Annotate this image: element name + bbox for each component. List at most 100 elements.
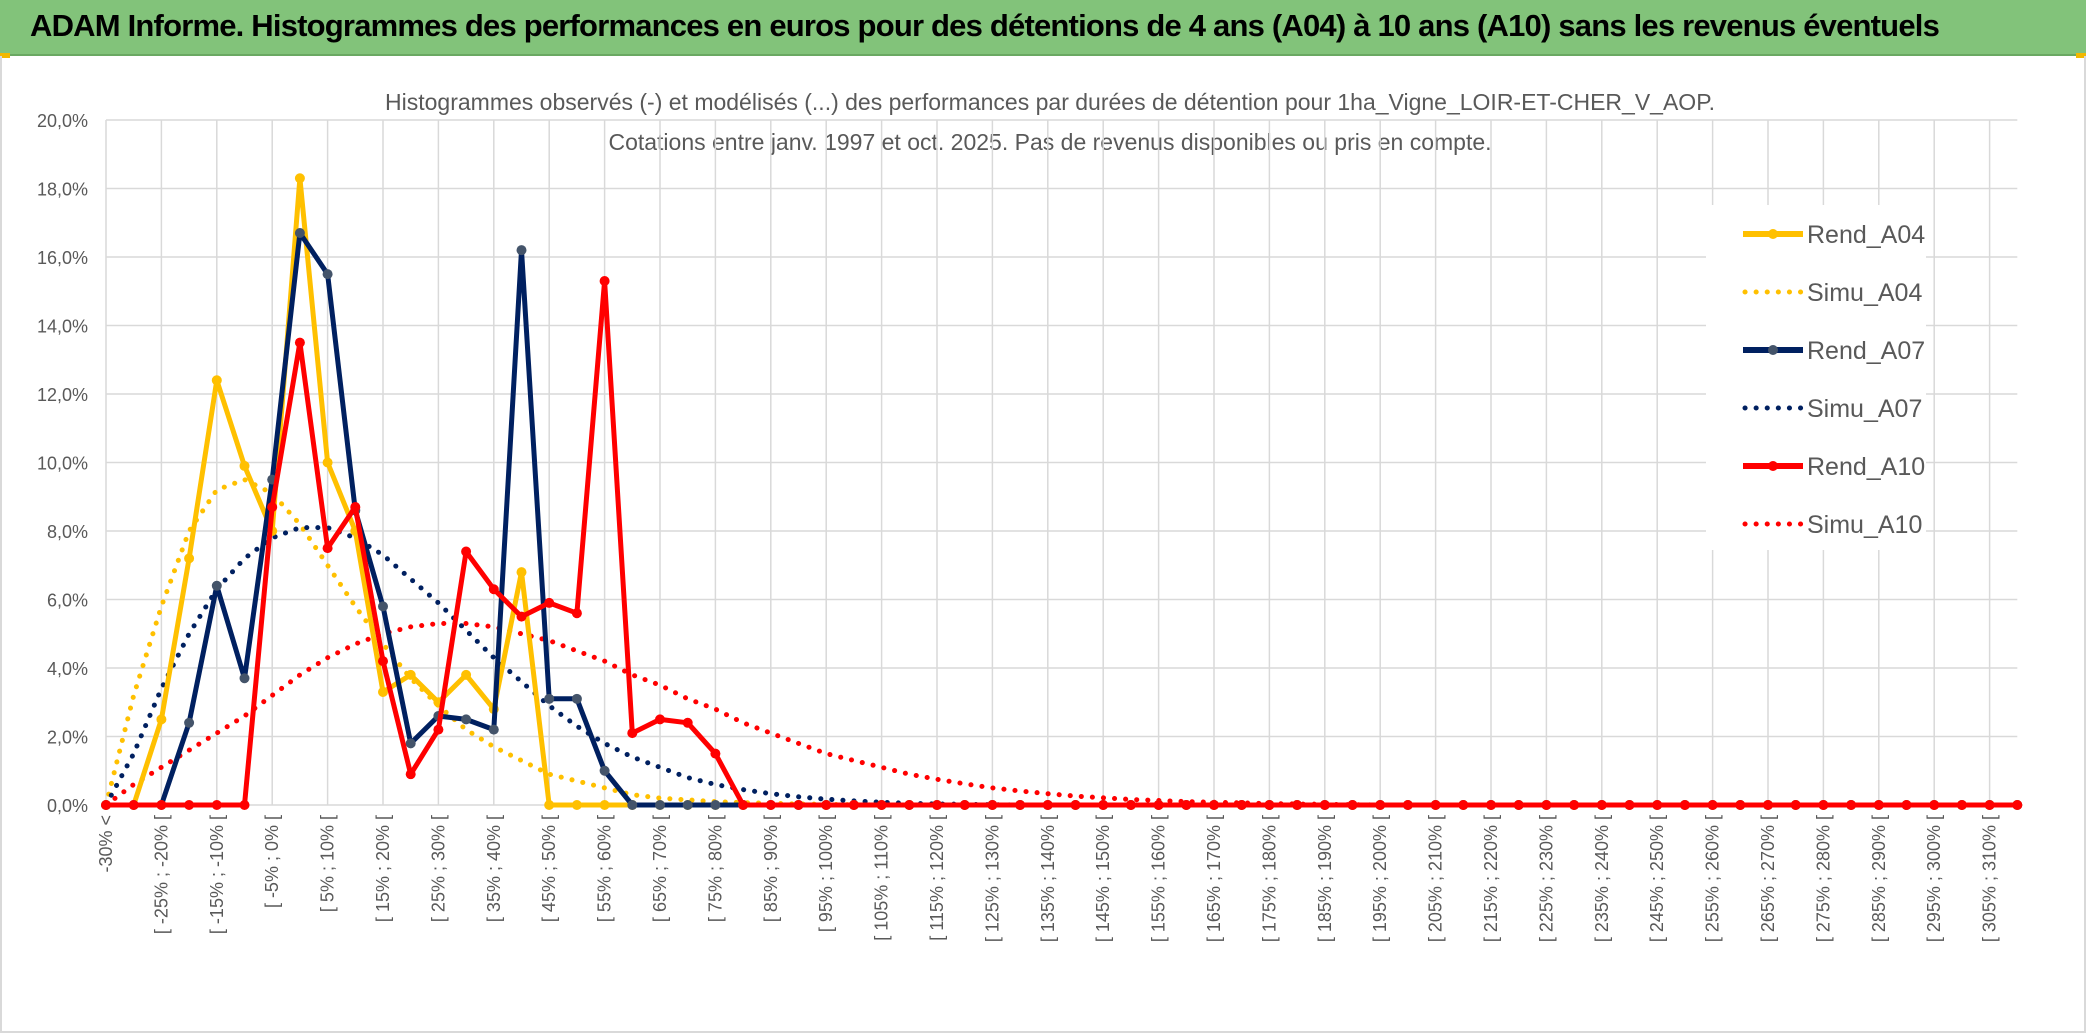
- x-tick-label: -30% <: [96, 815, 116, 873]
- data-point-Rend_A07: [405, 738, 416, 749]
- data-point-Rend_A10: [128, 800, 139, 810]
- data-point-Rend_A10: [1042, 800, 1053, 810]
- data-point-Rend_A10: [488, 584, 499, 595]
- legend: Rend_A04 Simu_A04 Rend_A07 Simu_A07 Rend_A10…: [1742, 221, 1925, 539]
- data-point-Rend_A07: [516, 245, 527, 256]
- data-point-Rend_A10: [294, 337, 305, 348]
- data-point-Rend_A10: [1513, 800, 1524, 810]
- data-point-Rend_A10: [848, 800, 859, 810]
- data-point-Rend_A10: [1790, 800, 1801, 810]
- data-point-Rend_A10: [239, 800, 250, 810]
- x-tick-label: [ 225% ; 230% [: [1536, 815, 1556, 942]
- x-tick-label: [ 25% ; 30% [: [428, 815, 448, 922]
- data-point-Rend_A10: [1264, 800, 1275, 810]
- data-point-Rend_A07: [682, 800, 693, 810]
- data-point-Rend_A04: [211, 375, 222, 386]
- data-point-Rend_A10: [599, 275, 610, 286]
- data-point-Rend_A10: [1763, 800, 1773, 810]
- x-tick-label: [ 105% ; 110% [: [872, 815, 892, 941]
- x-tick-label: [ 135% ; 140% [: [1038, 815, 1058, 942]
- data-point-Rend_A07: [211, 580, 222, 591]
- y-tick-label: 14,0%: [37, 317, 88, 337]
- data-point-Rend_A10: [1541, 800, 1552, 810]
- x-tick-label: [ 5% ; 10% [: [318, 815, 338, 912]
- data-point-Rend_A10: [1402, 800, 1413, 810]
- data-point-Rend_A10: [793, 800, 804, 810]
- data-point-Rend_A10: [904, 800, 915, 810]
- data-point-Rend_A10: [461, 546, 472, 557]
- data-point-Rend_A07: [322, 269, 333, 280]
- x-tick-label: [ 265% ; 270% [: [1758, 815, 1778, 942]
- data-point-Rend_A04: [322, 457, 333, 468]
- data-point-Rend_A10: [738, 800, 749, 810]
- data-point-Rend_A10: [571, 608, 582, 619]
- data-point-Rend_A10: [959, 800, 970, 810]
- data-point-Rend_A07: [488, 724, 499, 735]
- data-point-Rend_A10: [710, 748, 721, 759]
- data-point-Rend_A10: [322, 543, 333, 554]
- data-point-Rend_A10: [1735, 800, 1746, 810]
- x-tick-label: [ 235% ; 240% [: [1592, 815, 1612, 942]
- data-point-Rend_A10: [1209, 800, 1219, 810]
- x-tick-label: [ -5% ; 0% [: [262, 815, 282, 908]
- x-tick-label: [ 295% ; 300% [: [1924, 815, 1944, 942]
- data-point-Rend_A10: [1347, 800, 1358, 810]
- x-tick-label: [ 165% ; 170% [: [1204, 815, 1224, 942]
- x-tick-label: [ 205% ; 210% [: [1426, 815, 1446, 942]
- data-point-Rend_A07: [710, 800, 721, 810]
- data-point-Rend_A07: [571, 693, 582, 704]
- data-point-Rend_A04: [571, 800, 582, 810]
- data-point-Rend_A07: [544, 693, 555, 704]
- data-point-Rend_A10: [1901, 800, 1912, 810]
- report-header: ADAM Informe. Histogrammes des performan…: [0, 0, 2086, 56]
- data-point-Rend_A10: [1319, 800, 1330, 810]
- data-point-Rend_A07: [239, 673, 250, 684]
- x-tick-label: [ 175% ; 180% [: [1259, 815, 1279, 942]
- data-point-Rend_A10: [1846, 800, 1857, 810]
- corner-mark-left: [0, 53, 10, 58]
- data-point-Rend_A07: [599, 765, 610, 776]
- data-point-Rend_A10: [211, 800, 222, 810]
- data-point-Rend_A10: [1236, 800, 1247, 810]
- y-tick-label: 16,0%: [37, 248, 88, 268]
- data-point-Rend_A10: [101, 800, 111, 810]
- data-point-Rend_A10: [987, 800, 998, 810]
- data-point-Rend_A10: [2012, 800, 2023, 810]
- data-point-Rend_A10: [1015, 800, 1026, 810]
- data-point-Rend_A10: [516, 611, 527, 622]
- data-point-Rend_A10: [1679, 800, 1690, 810]
- plot-area: [101, 173, 2023, 810]
- data-point-Rend_A04: [599, 800, 610, 810]
- data-point-Rend_A10: [1956, 800, 1967, 810]
- x-axis: -30% < [ -25% ; -20% [[ -15% ; -10% [[ -5…: [96, 815, 2000, 942]
- x-tick-label: [ 85% ; 90% [: [761, 815, 781, 922]
- legend-marker: [1768, 229, 1778, 239]
- data-point-Rend_A10: [627, 728, 638, 739]
- data-point-Rend_A10: [1652, 800, 1663, 810]
- data-point-Rend_A04: [461, 669, 472, 680]
- data-point-Rend_A04: [239, 460, 250, 471]
- data-point-Rend_A10: [1375, 800, 1386, 810]
- data-point-Rend_A07: [655, 800, 665, 810]
- data-point-Rend_A10: [1873, 800, 1884, 810]
- data-point-Rend_A07: [461, 714, 472, 725]
- data-point-Rend_A10: [1430, 800, 1441, 810]
- series-line-Simu_A10: [103, 621, 2020, 808]
- data-point-Rend_A10: [267, 502, 278, 513]
- chart-title: Histogrammes observés (-) et modélisés (…: [385, 89, 1715, 115]
- y-tick-label: 8,0%: [47, 522, 88, 542]
- legend-label: Rend_A10: [1807, 453, 1925, 481]
- x-tick-label: [ 125% ; 130% [: [982, 815, 1002, 942]
- data-point-Rend_A10: [350, 502, 361, 513]
- data-point-Rend_A10: [378, 656, 388, 667]
- data-point-Rend_A04: [294, 173, 305, 184]
- x-tick-label: [ -15% ; -10% [: [207, 815, 227, 934]
- corner-mark-right: [2076, 53, 2086, 58]
- data-point-Rend_A04: [405, 669, 416, 680]
- data-point-Rend_A10: [1569, 800, 1580, 810]
- y-tick-label: 18,0%: [37, 180, 88, 200]
- y-tick-label: 10,0%: [37, 454, 88, 474]
- legend-label: Rend_A07: [1807, 337, 1925, 365]
- grid: [105, 119, 2018, 806]
- data-point-Rend_A07: [184, 717, 195, 728]
